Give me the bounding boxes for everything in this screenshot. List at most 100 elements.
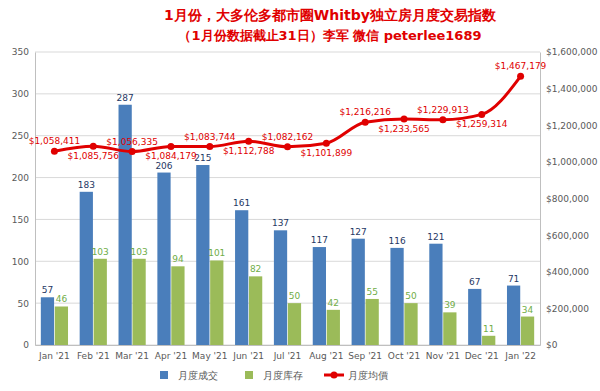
data-label: 137 xyxy=(272,218,289,228)
x-tick: Aug '21 xyxy=(309,345,343,361)
x-tick: Jul '21 xyxy=(273,345,302,361)
y-tick-label: 350 xyxy=(12,47,29,57)
data-label: 121 xyxy=(427,232,444,242)
bar xyxy=(288,303,301,345)
y-tick-label: 300 xyxy=(12,89,29,99)
y2-tick: $800,000 xyxy=(540,194,589,204)
legend-label: 月度均價 xyxy=(348,370,388,381)
y-tick: 0 xyxy=(23,340,35,350)
y-tick: 200 xyxy=(12,173,35,183)
x-tick-label: Jul '21 xyxy=(273,351,302,361)
data-label: 101 xyxy=(208,248,225,258)
data-label: 82 xyxy=(250,264,261,274)
data-labels: 5718328720621516113711712711612167714610… xyxy=(29,61,547,333)
bar xyxy=(210,260,223,345)
x-tick-label: Jun '21 xyxy=(232,351,264,361)
y-tick: 100 xyxy=(12,257,35,267)
data-label: $1,259,314 xyxy=(456,119,508,129)
y2-tick: $200,000 xyxy=(540,304,589,314)
data-label: 50 xyxy=(289,291,301,301)
bar xyxy=(443,312,456,345)
data-label: 94 xyxy=(172,254,184,264)
y-tick-label: 0 xyxy=(23,340,29,350)
y2-tick-label: $600,000 xyxy=(546,231,589,241)
y2-axis-line xyxy=(540,53,541,346)
bar xyxy=(274,230,287,345)
marker xyxy=(323,140,330,147)
data-label: $1,229,913 xyxy=(417,105,469,115)
marker xyxy=(439,116,446,123)
bar xyxy=(468,289,481,345)
bar xyxy=(327,310,340,345)
marker xyxy=(401,116,408,123)
data-label: 287 xyxy=(117,93,134,103)
x-tick: Oct '21 xyxy=(388,345,420,361)
marker xyxy=(206,143,213,150)
x-tick: Jan '21 xyxy=(38,345,70,361)
data-label: $1,082,162 xyxy=(262,132,314,142)
grid xyxy=(35,52,540,345)
y-tick-label: 100 xyxy=(12,257,29,267)
marker xyxy=(167,143,174,150)
y2-tick: $1,200,000 xyxy=(540,121,598,131)
data-label: $1,233,565 xyxy=(378,124,430,134)
x-tick-label: May '21 xyxy=(192,351,227,361)
x-tick: Feb '21 xyxy=(77,345,110,361)
data-label: 55 xyxy=(366,287,377,297)
grid-line xyxy=(35,345,540,346)
data-label: $1,101,899 xyxy=(301,148,353,158)
bar xyxy=(521,317,534,345)
y-tick-label: 200 xyxy=(12,173,29,183)
plot-area xyxy=(41,73,534,345)
marker xyxy=(245,138,252,145)
bar xyxy=(171,266,184,345)
title: 1月份，大多伦多都市圈Whitby独立房月度交易指数 xyxy=(164,7,497,23)
x-tick-label: Jan '21 xyxy=(38,351,70,361)
marker xyxy=(90,143,97,150)
marker xyxy=(51,148,58,155)
grid-line xyxy=(35,261,540,262)
marker xyxy=(284,143,291,150)
data-label: 117 xyxy=(311,235,328,245)
bar xyxy=(55,306,68,345)
y2-tick-label: $1,200,000 xyxy=(546,121,598,131)
y2-tick-label: $1,600,000 xyxy=(546,47,598,57)
data-label: $1,083,744 xyxy=(184,132,236,142)
x-tick: Sep '21 xyxy=(348,345,382,361)
y-tick-label: 250 xyxy=(12,131,29,141)
y2-tick: $0 xyxy=(540,340,558,350)
bar xyxy=(80,192,93,345)
y-tick: 150 xyxy=(12,215,35,225)
legend-label: 月度成交 xyxy=(178,370,218,381)
data-label: 57 xyxy=(42,285,53,295)
bar xyxy=(404,303,417,345)
marker xyxy=(478,111,485,118)
data-label: 183 xyxy=(78,180,95,190)
data-label: 71 xyxy=(508,274,519,284)
data-label: 46 xyxy=(56,294,68,304)
data-label: $1,056,335 xyxy=(106,137,158,147)
x-axis-line xyxy=(36,345,541,346)
y-axis: 050100150200250300350 xyxy=(12,47,36,350)
x-tick: Jan '22 xyxy=(504,345,536,361)
x-tick: Dec '21 xyxy=(465,345,499,361)
bar xyxy=(157,173,170,345)
data-label: 34 xyxy=(522,305,534,315)
data-label: 215 xyxy=(194,153,211,163)
data-label: 161 xyxy=(233,198,250,208)
data-label: 67 xyxy=(469,277,480,287)
y2-axis: $0 $200,000 $400,000 $600,000 $800,000 $1,000… xyxy=(540,47,598,350)
y2-tick-label: $400,000 xyxy=(546,267,589,277)
data-label: 116 xyxy=(388,236,405,246)
y2-tick: $1,400,000 xyxy=(540,84,598,94)
bar xyxy=(94,259,107,345)
data-label: 103 xyxy=(92,247,109,257)
data-label: 11 xyxy=(483,324,494,334)
bar xyxy=(313,247,326,345)
x-tick-label: Mar '21 xyxy=(115,351,149,361)
y2-tick-label: $1,000,000 xyxy=(546,157,598,167)
data-label: $1,112,788 xyxy=(223,146,275,156)
bar xyxy=(507,286,520,345)
x-tick: Jun '21 xyxy=(232,345,264,361)
x-tick-label: Jan '22 xyxy=(504,351,536,361)
